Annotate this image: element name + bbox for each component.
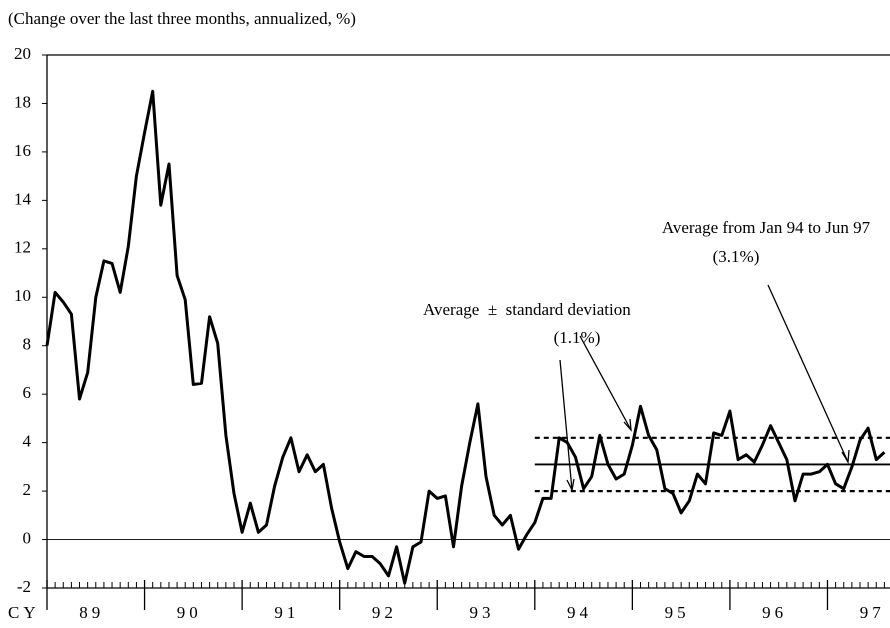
x-tick-label: 93 (469, 603, 494, 622)
y-tick-label: 8 (23, 335, 32, 354)
annotation: Average ± standard deviation (423, 300, 631, 319)
y-tick-label: 6 (23, 383, 32, 402)
y-tick-label: 4 (23, 432, 32, 451)
y-tick-label: 16 (14, 141, 31, 160)
y-tick-label: 20 (14, 44, 31, 63)
x-tick-label: 96 (762, 603, 787, 622)
arrowhead (841, 449, 850, 465)
y-tick-label: 2 (23, 480, 32, 499)
annotation: (3.1%) (713, 247, 760, 266)
x-tick-label: 95 (665, 603, 690, 622)
arrow (559, 359, 573, 491)
annotation: (1.1%) (554, 328, 601, 347)
arrow (579, 335, 632, 431)
y-tick-label: 12 (14, 238, 31, 257)
x-tick-label: 89 (79, 603, 104, 622)
arrowhead (623, 418, 632, 432)
annotation: Average from Jan 94 to Jun 97 (662, 218, 871, 237)
x-tick-label: 91 (274, 603, 299, 622)
x-axis-label: CY (8, 603, 40, 622)
arrow (767, 284, 849, 463)
x-tick-label: 97 (860, 603, 885, 622)
arrowhead (566, 478, 575, 493)
arrows (559, 284, 850, 493)
y-tick-label: 18 (14, 92, 31, 111)
x-tick-label: 90 (177, 603, 202, 622)
x-tick-label: 92 (372, 603, 397, 622)
y-tick-label: -2 (17, 577, 31, 596)
data-line (45, 89, 886, 585)
x-tick-label: 94 (567, 603, 592, 622)
y-tick-label: 10 (14, 286, 31, 305)
y-tick-label: 0 (23, 528, 32, 547)
chart-title: (Change over the last three months, annu… (8, 9, 356, 28)
y-tick-label: 14 (14, 189, 32, 208)
